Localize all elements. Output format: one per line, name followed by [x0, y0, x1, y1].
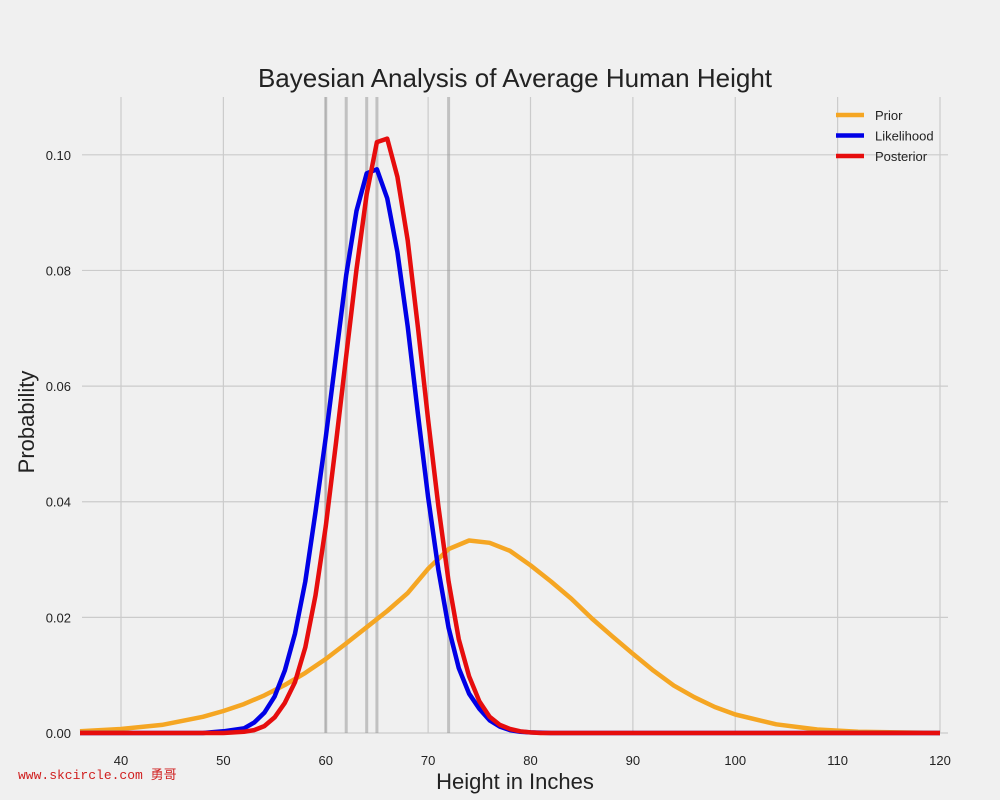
legend-label-posterior: Posterior	[875, 149, 928, 164]
legend-label-likelihood: Likelihood	[875, 129, 934, 144]
y-axis-label: Probability	[14, 371, 39, 474]
series-line-prior	[79, 538, 941, 736]
series-line-posterior	[80, 136, 940, 736]
y-tick-label: 0.00	[46, 726, 71, 741]
y-tick-label: 0.08	[46, 263, 71, 278]
legend-label-prior: Prior	[875, 108, 903, 123]
x-tick-label: 110	[827, 753, 848, 768]
legend: Prior Likelihood Posterior	[836, 108, 934, 164]
x-tick-label: 100	[724, 753, 746, 768]
watermark: www.skcircle.com 勇哥	[18, 768, 177, 783]
x-tick-label: 40	[114, 753, 128, 768]
y-tick-label: 0.10	[46, 148, 71, 163]
grid	[82, 97, 948, 734]
y-tick-label: 0.04	[46, 495, 71, 510]
y-tick-label: 0.06	[46, 379, 71, 394]
chart-title: Bayesian Analysis of Average Human Heigh…	[258, 63, 773, 93]
x-tick-label: 60	[319, 753, 333, 768]
series-lines	[79, 136, 941, 736]
y-tick-label: 0.02	[46, 610, 71, 625]
x-tick-labels: 40 50 60 70 80 90 100 110 120	[114, 753, 951, 768]
x-axis-label: Height in Inches	[436, 769, 594, 794]
x-tick-label: 120	[929, 753, 951, 768]
x-tick-label: 80	[523, 753, 537, 768]
x-tick-label: 90	[626, 753, 640, 768]
x-tick-label: 50	[216, 753, 230, 768]
y-tick-labels: 0.00 0.02 0.04 0.06 0.08 0.10	[46, 148, 71, 741]
x-tick-label: 70	[421, 753, 435, 768]
